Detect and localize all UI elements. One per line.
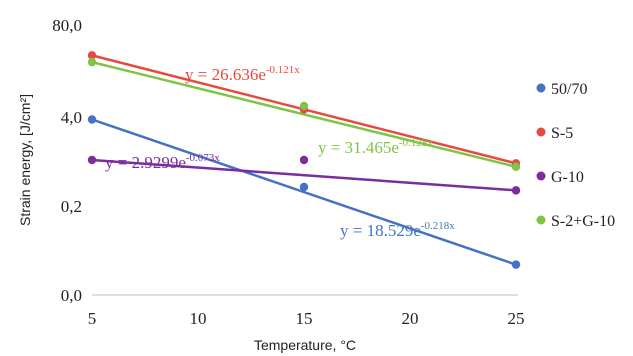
x-axis-title: Temperature, °C (254, 337, 356, 353)
equation-exponent: -0.218x (421, 220, 455, 232)
y-tick-label: 0,2 (61, 197, 82, 216)
trendline-4 (91, 60, 517, 168)
x-tick-label: 15 (296, 309, 313, 328)
legend-label: S-2+G-10 (551, 213, 615, 230)
x-tick-label: 5 (88, 309, 97, 328)
legend-marker (536, 127, 546, 137)
data-point (299, 101, 309, 111)
data-point (87, 115, 97, 124)
legend-label: 50/70 (551, 81, 587, 98)
trendline-equation: y = 26.636e-0.121x (185, 64, 300, 84)
x-tick-label: 20 (402, 309, 419, 328)
legend-marker (536, 215, 546, 225)
x-tick-label: 10 (190, 309, 207, 328)
legend-marker (536, 83, 546, 93)
data-point (299, 182, 309, 192)
equation-exponent: -0.073x (186, 152, 220, 164)
equation-base: y = 18.529e (340, 221, 421, 240)
equation-base: y = 26.636e (185, 65, 266, 84)
data-points (87, 51, 521, 269)
trendline-equation: y = 2.9299e-0.073x (105, 152, 220, 172)
data-point (511, 162, 521, 171)
legend: 50/70 S-5 G-10 S-2+G-10 (536, 81, 615, 230)
trendline-equation: y = 18.529e-0.218x (340, 220, 455, 240)
equation-base: y = 2.9299e (105, 153, 186, 172)
data-point (511, 186, 521, 195)
data-point (511, 260, 521, 269)
trendline-1 (91, 118, 517, 266)
x-tick-label: 25 (508, 309, 525, 328)
data-point (299, 155, 309, 165)
data-point (87, 51, 97, 60)
equation-exponent: -0.128x (399, 137, 433, 149)
equation-exponent: -0.121x (266, 64, 300, 76)
y-axis-title: Strain energy, [J/cm²] (17, 94, 33, 226)
trendline-3 (91, 158, 517, 192)
y-tick-label: 4,0 (61, 108, 82, 127)
legend-label: G-10 (551, 169, 584, 186)
y-tick-label: 0,0 (61, 286, 82, 305)
x-tick-labels: 5 10 15 20 25 (88, 309, 525, 328)
legend-marker (536, 171, 546, 181)
equation-base: y = 31.465e (318, 138, 399, 157)
data-point (87, 155, 97, 165)
legend-label: S-5 (551, 125, 573, 142)
y-tick-labels: 80,0 4,0 0,2 0,0 (52, 16, 82, 305)
data-point (87, 57, 97, 67)
trendline-equation: y = 31.465e-0.128x (318, 137, 433, 157)
y-tick-label: 80,0 (52, 16, 82, 35)
